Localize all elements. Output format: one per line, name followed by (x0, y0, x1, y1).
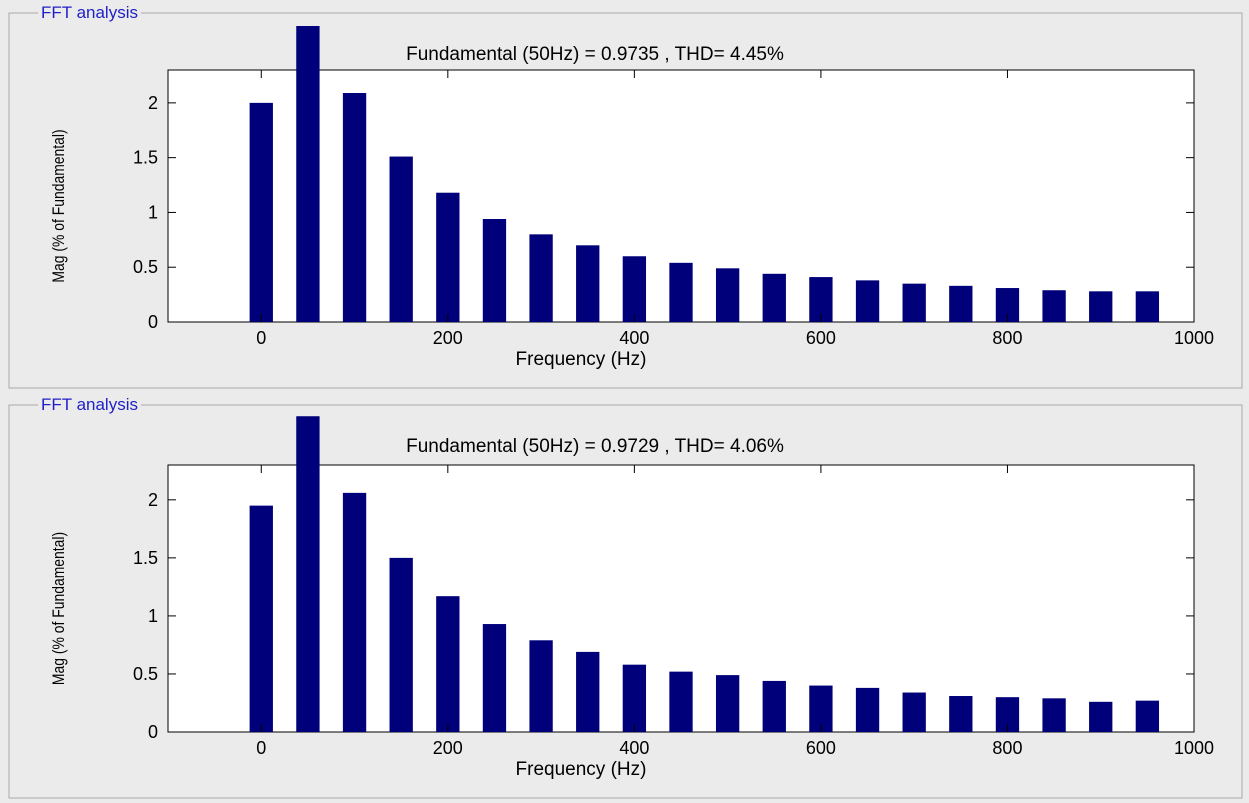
x-tick-label: 400 (619, 328, 649, 348)
chart-title: Fundamental (50Hz) = 0.9735 , THD= 4.45% (406, 44, 784, 65)
y-tick-label: 1.5 (133, 148, 158, 168)
bar (482, 624, 507, 732)
panel-frame (8, 12, 1243, 389)
bar (389, 156, 413, 322)
y-axis-label: Mag (% of Fundamental) (50, 129, 69, 282)
bar (809, 685, 833, 732)
panel-title: FFT analysis (38, 4, 141, 22)
bar (436, 596, 460, 732)
bar (622, 256, 647, 322)
bar (1042, 698, 1066, 732)
bar (855, 280, 880, 322)
bar (949, 696, 973, 732)
bar (902, 692, 926, 732)
bar (995, 697, 1020, 732)
fft-analysis-panel-1: 0 0.5 1 1.5 2 0 200 400 600 800 1000 Fundamental (5… (8, 0, 1244, 390)
x-tick-label: 0 (256, 738, 266, 758)
fft-chart-1: 0 0.5 1 1.5 2 0 200 400 600 800 1000 Fundamental (5… (8, 12, 1243, 389)
bar (249, 102, 273, 322)
x-tick-label: 0 (256, 328, 266, 348)
panel-frame (8, 404, 1243, 799)
y-tick-label: 0.5 (133, 257, 158, 277)
bar (296, 26, 320, 322)
bar (529, 234, 553, 322)
bar (576, 651, 600, 732)
bar (762, 680, 786, 732)
bar (1042, 290, 1066, 322)
x-tick-label: 200 (433, 328, 463, 348)
bar (529, 640, 553, 732)
bar (715, 268, 740, 322)
y-tick-label: 1 (148, 202, 158, 222)
bar (622, 664, 647, 732)
bar (1135, 291, 1160, 322)
bar (342, 93, 367, 322)
x-tick-label: 400 (619, 738, 649, 758)
bar (902, 283, 926, 322)
panel-title: FFT analysis (38, 396, 141, 414)
x-tick-label: 1000 (1174, 328, 1214, 348)
bar (809, 277, 833, 322)
y-tick-label: 1.5 (133, 548, 158, 568)
bar (669, 262, 693, 322)
y-tick-label: 2 (148, 93, 158, 113)
y-tick-label: 0.5 (133, 664, 158, 684)
x-tick-label: 1000 (1174, 738, 1214, 758)
bar (389, 557, 413, 732)
bar (576, 245, 600, 322)
x-axis-label: Frequency (Hz) (516, 759, 647, 780)
bar (995, 288, 1020, 322)
x-tick-label: 200 (433, 738, 463, 758)
bar (855, 687, 880, 732)
bar (949, 285, 973, 322)
fft-chart-2: 0 0.5 1 1.5 2 0 200 400 600 800 1000 Fundamental (5… (8, 404, 1243, 799)
x-tick-label: 600 (806, 738, 836, 758)
y-tick-label: 0 (148, 312, 158, 332)
bar (1089, 701, 1113, 732)
x-axis-label: Frequency (Hz) (516, 349, 647, 370)
fft-analysis-panel-2: 0 0.5 1 1.5 2 0 200 400 600 800 1000 Fundamental (5… (8, 392, 1244, 800)
bar (249, 505, 273, 732)
y-axis-label: Mag (% of Fundamental) (50, 532, 69, 685)
chart-title: Fundamental (50Hz) = 0.9729 , THD= 4.06% (406, 436, 784, 457)
y-tick-label: 1 (148, 606, 158, 626)
bar (669, 671, 693, 732)
x-tick-label: 600 (806, 328, 836, 348)
x-tick-label: 800 (992, 328, 1022, 348)
bar (482, 219, 507, 322)
bar (296, 416, 320, 732)
bar (342, 492, 367, 732)
bar (1135, 700, 1160, 732)
bar (436, 192, 460, 322)
bar (715, 675, 740, 732)
bar (762, 273, 786, 322)
y-tick-label: 0 (148, 722, 158, 742)
x-tick-label: 800 (992, 738, 1022, 758)
y-tick-label: 2 (148, 490, 158, 510)
bar (1089, 291, 1113, 322)
